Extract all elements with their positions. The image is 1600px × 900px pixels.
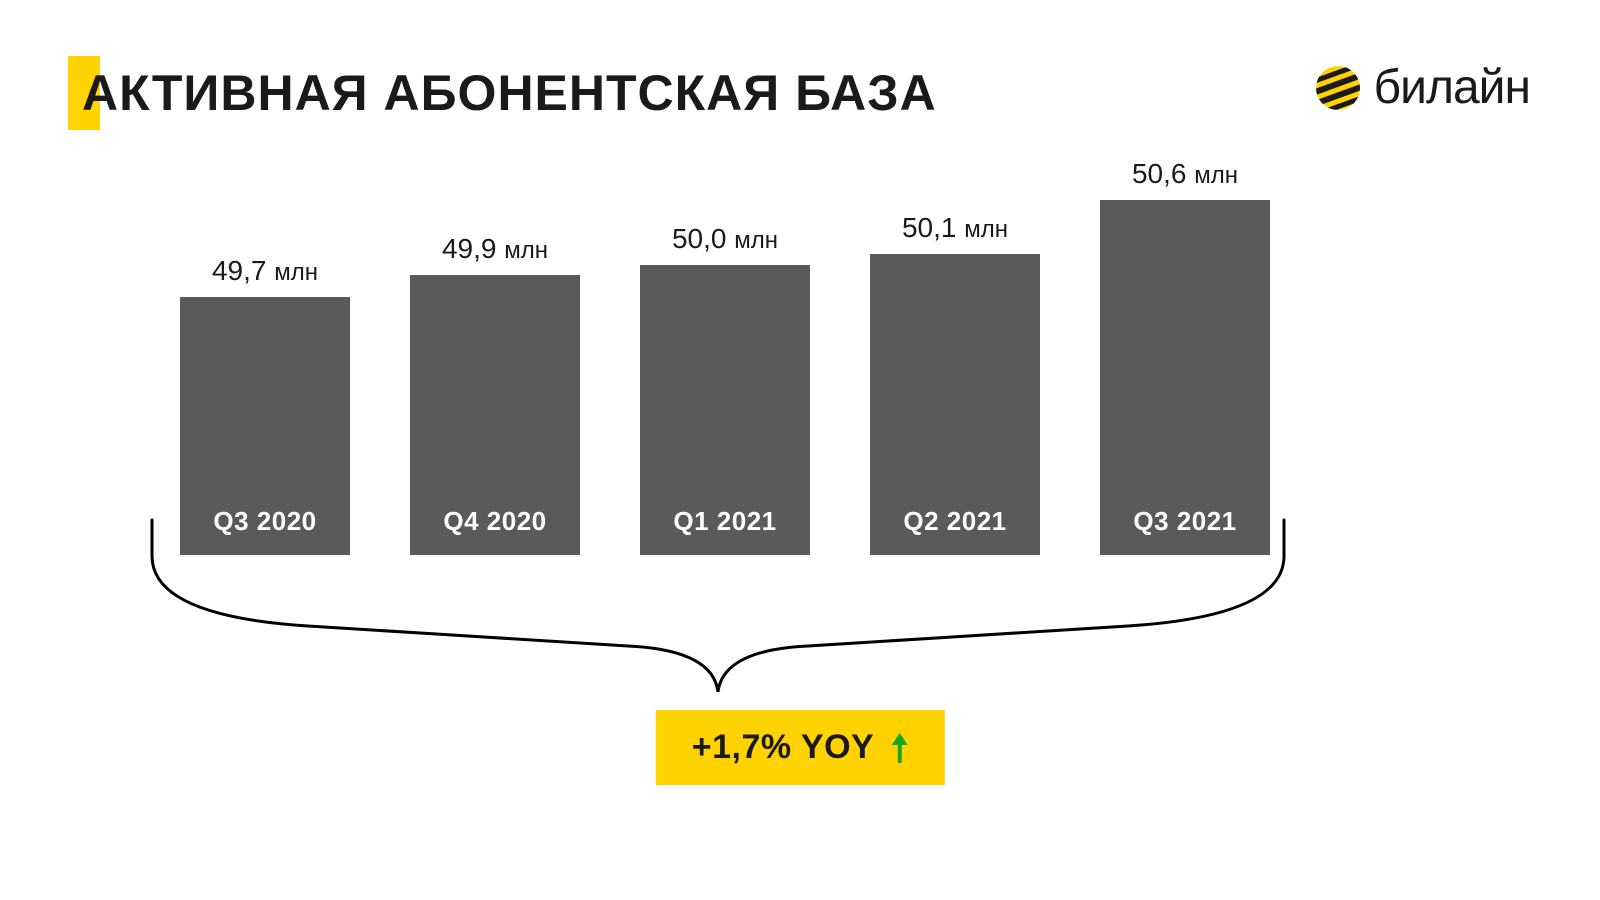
bar: Q4 2020: [410, 275, 580, 555]
beeline-ball-icon: [1316, 66, 1360, 110]
subscriber-bar-chart: 49,7 млнQ3 2020 49,9 млн Q4 2020 50,0 млн Q1…: [180, 160, 1270, 555]
yoy-growth-text: +1,7% YOY: [692, 728, 875, 767]
bar: Q1 2021: [640, 265, 810, 555]
bar-value-label: 50,0 млн: [672, 223, 778, 255]
brand-logo: билайн: [1316, 60, 1530, 115]
brand-word: билайн: [1374, 60, 1530, 115]
bar-value-label: 50,1 млн: [902, 212, 1008, 244]
bar-value-label: 49,9 млн: [442, 233, 548, 265]
curly-brace-icon: [148, 516, 1288, 696]
bar: Q2 2021: [870, 254, 1040, 555]
yoy-growth-badge: +1,7% YOY: [656, 710, 945, 785]
bar-value-label: 49,7 млн: [212, 255, 318, 287]
slide-title: АКТИВНАЯ АБОНЕНТСКАЯ БАЗА: [68, 56, 937, 130]
bar-group: 50,1 млн Q2 2021: [870, 212, 1040, 555]
title-text: АКТИВНАЯ АБОНЕНТСКАЯ БАЗА: [82, 56, 937, 130]
bar-group: 49,9 млн Q4 2020: [410, 233, 580, 555]
bar-value-label: 50,6 млн: [1132, 158, 1238, 190]
arrow-up-icon: [890, 731, 908, 765]
bar-group: 49,7 млнQ3 2020: [180, 255, 350, 555]
bar: Q3 2021: [1100, 200, 1270, 555]
bar-group: 50,0 млн Q1 2021: [640, 223, 810, 555]
bar-group: 50,6 млн Q3 2021: [1100, 158, 1270, 555]
